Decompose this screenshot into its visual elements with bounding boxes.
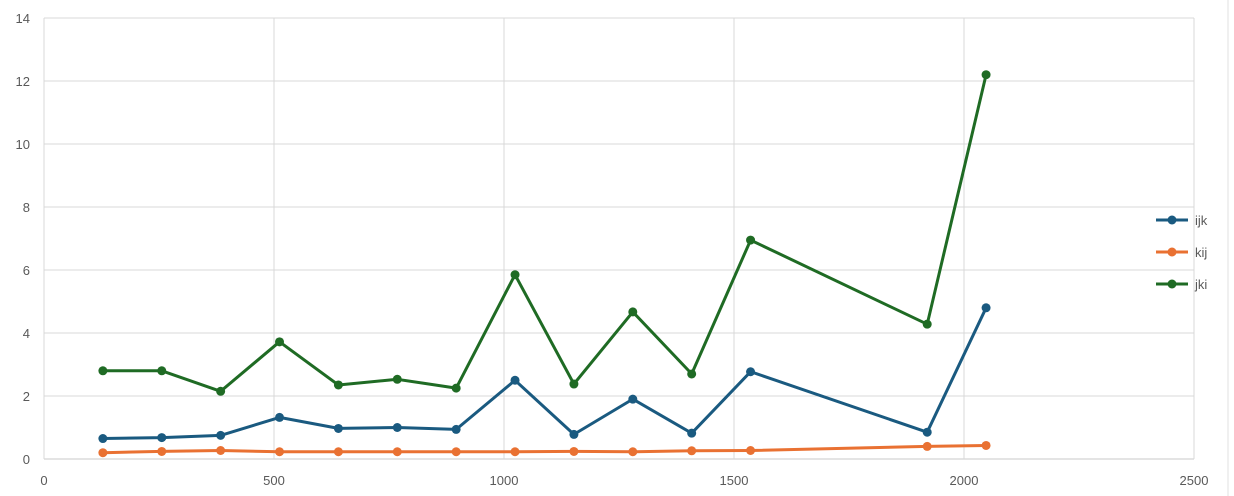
- data-point-ijk: [628, 394, 638, 404]
- data-point-kij: [746, 445, 756, 455]
- data-point-jki: [510, 270, 520, 280]
- y-tick-label: 10: [16, 137, 30, 152]
- data-point-ijk: [333, 423, 343, 433]
- data-point-jki: [628, 307, 638, 317]
- data-point-jki: [451, 383, 461, 393]
- y-tick-label: 0: [23, 452, 30, 467]
- data-point-kij: [628, 447, 638, 457]
- data-point-jki: [98, 366, 108, 376]
- data-point-ijk: [687, 428, 697, 438]
- grid-lines: [43, 17, 1195, 460]
- data-point-ijk: [157, 433, 167, 443]
- series-jki: [98, 70, 991, 396]
- y-tick-label: 12: [16, 74, 30, 89]
- data-point-jki: [157, 366, 167, 376]
- data-point-jki: [981, 70, 991, 80]
- series-kij: [98, 440, 991, 458]
- legend-swatch-marker: [1167, 279, 1177, 289]
- legend-swatch-marker: [1167, 215, 1177, 225]
- y-tick-label: 6: [23, 263, 30, 278]
- x-tick-label: 0: [40, 473, 47, 488]
- data-point-jki: [569, 379, 579, 389]
- x-axis-tick-labels: 0 500 1000 1500 2000 2500: [40, 473, 1208, 488]
- series-ijk: [98, 303, 991, 444]
- data-point-kij: [98, 448, 108, 458]
- data-point-ijk: [451, 424, 461, 434]
- data-point-kij: [510, 447, 520, 457]
- y-tick-label: 8: [23, 200, 30, 215]
- data-point-jki: [922, 319, 932, 329]
- y-tick-label: 4: [23, 326, 30, 341]
- x-tick-label: 500: [263, 473, 285, 488]
- data-point-ijk: [981, 303, 991, 313]
- y-tick-label: 2: [23, 389, 30, 404]
- x-tick-label: 1000: [490, 473, 519, 488]
- data-point-jki: [392, 374, 402, 384]
- legend-label: kij: [1195, 245, 1207, 260]
- series-line-jki: [101, 73, 988, 393]
- data-point-ijk: [392, 423, 402, 432]
- data-point-jki: [687, 369, 697, 379]
- legend: ijk kij jki: [1156, 213, 1208, 292]
- y-tick-label: 14: [16, 11, 30, 26]
- data-point-jki: [333, 380, 343, 390]
- data-point-ijk: [510, 375, 520, 385]
- legend-item-jki: jki: [1156, 277, 1207, 292]
- x-tick-label: 2500: [1180, 473, 1209, 488]
- legend-label: jki: [1194, 277, 1207, 292]
- legend-swatch-marker: [1167, 247, 1177, 257]
- legend-item-ijk: ijk: [1156, 213, 1208, 228]
- data-point-ijk: [746, 367, 756, 377]
- data-point-ijk: [216, 430, 226, 440]
- x-tick-label: 1500: [720, 473, 749, 488]
- data-point-kij: [275, 447, 285, 457]
- data-point-ijk: [98, 434, 108, 444]
- data-point-ijk: [922, 427, 932, 437]
- legend-label: ijk: [1195, 213, 1208, 228]
- data-point-kij: [687, 446, 697, 456]
- legend-item-kij: kij: [1156, 245, 1207, 260]
- data-point-ijk: [275, 412, 285, 422]
- data-point-ijk: [569, 429, 579, 439]
- series-lines: [98, 70, 991, 458]
- data-point-kij: [392, 447, 402, 457]
- x-tick-label: 2000: [950, 473, 979, 488]
- data-point-kij: [157, 446, 167, 456]
- data-point-jki: [216, 386, 226, 396]
- data-point-kij: [981, 440, 991, 450]
- data-point-kij: [216, 445, 226, 455]
- data-point-jki: [746, 235, 756, 245]
- data-point-jki: [275, 337, 285, 347]
- series-line-ijk: [101, 306, 988, 440]
- y-axis-tick-labels: 0 2 4 6 8 10 12 14: [16, 11, 30, 467]
- data-point-kij: [451, 447, 461, 457]
- data-point-kij: [922, 441, 932, 451]
- data-point-kij: [333, 447, 343, 457]
- series-line-kij: [101, 444, 988, 455]
- data-point-kij: [569, 446, 579, 456]
